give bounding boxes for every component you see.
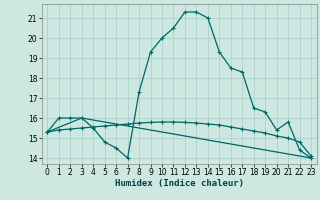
X-axis label: Humidex (Indice chaleur): Humidex (Indice chaleur): [115, 179, 244, 188]
